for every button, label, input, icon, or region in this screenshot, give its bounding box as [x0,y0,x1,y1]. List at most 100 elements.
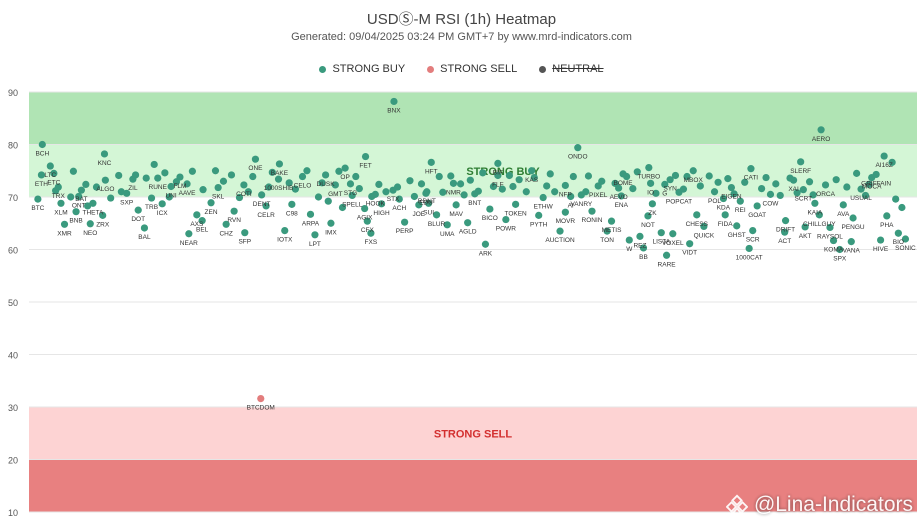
data-point-label: IOTX [277,237,293,244]
data-point [815,211,823,219]
data-point [443,221,451,229]
data-point [872,170,880,179]
data-point [298,172,307,181]
data-point-label: THETA [83,209,104,216]
data-point-label: AGIX [357,215,373,222]
data-point-label: VOXEL [662,240,684,247]
data-point [382,188,390,196]
data-point [700,222,708,230]
data-point-label: SCRT [795,196,813,203]
data-point-label: KDA [717,205,731,212]
data-point [799,186,807,194]
data-point-label: AKT [799,233,812,240]
data-point-label: TRB [145,204,158,211]
data-point [625,236,633,244]
data-point [724,175,732,183]
data-point [193,211,201,219]
y-tick-label: 90 [8,88,18,98]
data-point [892,195,900,203]
data-point [762,173,770,182]
data-point [89,199,97,207]
data-point-label: TOKEN [504,210,527,217]
data-point-label: W [626,246,633,253]
data-point-label: NFP [559,191,572,198]
data-point [375,180,383,188]
data-point [811,199,819,207]
data-point [37,171,46,179]
data-point [371,190,379,198]
data-point [644,212,652,220]
y-tick-label: 60 [8,246,18,256]
data-point-label: CHZ [219,230,232,237]
data-point-label: ETHW [534,204,554,211]
data-point-label: METIS [602,227,623,234]
data-point [363,217,371,225]
data-point [101,176,109,184]
data-point-label: ONE [248,165,263,172]
data-point [75,192,83,201]
data-point [876,236,885,244]
data-point-label: OP [340,174,349,181]
data-point-label: IMX [325,229,337,236]
data-point [227,171,236,179]
data-point-label: ZK [648,210,657,217]
data-point-label: RUNE [149,184,168,191]
data-point [241,229,249,237]
data-point [134,206,142,214]
data-points [34,97,910,403]
data-point-label: ETH [35,181,48,188]
data-point-label: SPX [833,256,847,263]
data-point-label: 1000SHIB [264,185,294,192]
data-point [34,195,42,203]
data-point-label: EDU [419,199,433,206]
data-point [615,184,623,192]
data-point-label: POWR [496,226,517,233]
data-point [84,202,92,210]
chart-subtitle: Generated: 09/04/2025 03:24 PM GMT+7 by … [291,31,632,43]
data-point [719,194,728,203]
data-point [479,169,487,177]
data-point [401,218,409,226]
data-point [265,183,273,191]
data-point-label: SLERF [790,168,811,175]
legend-item-strong-buy[interactable]: STRONG BUY [319,63,405,75]
data-point-label: ETC [47,179,60,186]
data-point-label: NEO [83,230,97,237]
data-point [781,228,789,236]
data-point [584,172,593,180]
data-point [696,182,704,190]
data-point [129,175,137,183]
data-point [772,180,780,188]
data-point [505,171,514,180]
data-point-label: GHST [728,232,746,239]
data-point [406,177,414,185]
data-point [306,210,315,218]
data-point-label: AI16Z [875,162,892,169]
data-point [331,181,339,189]
data-point [222,220,230,228]
data-point-label: RVN [227,217,241,224]
zone-band [29,144,917,197]
data-point [185,230,193,238]
data-point-label: SKL [212,194,225,201]
data-point-label: PERP [396,228,414,235]
data-point [502,215,510,224]
data-point [797,158,805,166]
legend-item-neutral[interactable]: NEUTRAL [539,63,604,75]
data-point [140,224,149,232]
data-point [107,194,115,202]
legend-item-strong-sell[interactable]: STRONG SELL [427,63,517,75]
data-point [274,175,283,183]
data-point [249,172,257,181]
data-point [311,231,319,239]
data-point [662,251,671,259]
data-point-label: SXP [120,199,133,206]
data-point-label: QUICK [694,232,715,239]
legend-dot-icon [539,65,547,73]
data-point [652,189,660,197]
data-point-label: ARPA [302,220,320,227]
data-point [551,188,559,196]
data-point [561,208,569,216]
